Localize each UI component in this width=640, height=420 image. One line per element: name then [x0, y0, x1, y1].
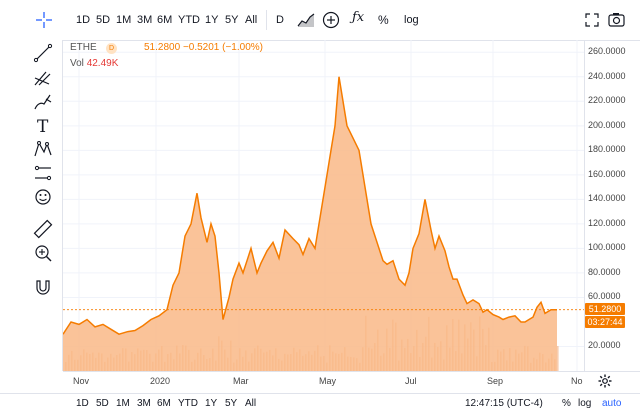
pitchfork-icon[interactable]: [32, 66, 54, 88]
x-tick-label: Jul: [405, 376, 417, 386]
interval-button[interactable]: D: [276, 14, 284, 26]
camera-icon[interactable]: [608, 12, 625, 27]
range-1y[interactable]: 1Y: [205, 14, 219, 26]
y-tick-label: 100.0000: [588, 242, 626, 253]
zoom-icon[interactable]: [32, 242, 54, 264]
bottom-range-5y[interactable]: 5Y: [225, 398, 238, 409]
pattern-icon[interactable]: [32, 138, 54, 160]
drawing-toolbar: T: [0, 40, 63, 371]
bottom-range-1m[interactable]: 1M: [116, 398, 130, 409]
x-tick-label: May: [319, 376, 337, 386]
magnet-icon[interactable]: [32, 276, 54, 298]
y-tick-label: 180.0000: [588, 144, 626, 155]
x-tick-label: Mar: [233, 376, 249, 386]
emoji-icon[interactable]: [32, 186, 54, 208]
bottom-range-1d[interactable]: 1D: [76, 398, 89, 409]
legend-volume-value: 42.49K: [86, 58, 119, 69]
range-ytd[interactable]: YTD: [178, 14, 200, 26]
brush-icon[interactable]: [32, 90, 54, 112]
bottom-range-5d[interactable]: 5D: [96, 398, 109, 409]
bars-style-icon[interactable]: [297, 12, 315, 28]
legend-volume-label: Vol: [70, 58, 84, 69]
y-tick-label: 140.0000: [588, 193, 626, 204]
range-all[interactable]: All: [245, 14, 258, 26]
fx-icon[interactable]: ƒx: [352, 10, 365, 25]
volume-bar: [557, 346, 559, 371]
bottom-range-all[interactable]: All: [245, 398, 257, 409]
x-tick-label: Nov: [73, 376, 90, 386]
toolbar-divider: [266, 10, 267, 30]
y-tick-label: 160.0000: [588, 168, 626, 179]
last-price-tag: 51.2800: [585, 303, 625, 315]
clock-timezone[interactable]: 12:47:15 (UTC-4): [465, 398, 543, 409]
top-toolbar: 1D 5D 1M 3M 6M YTD 1Y 5Y All D ƒx % log: [0, 0, 640, 41]
time-axis[interactable]: [63, 371, 640, 394]
range-6m[interactable]: 6M: [157, 14, 173, 26]
price-axis[interactable]: [584, 40, 640, 371]
bottom-range-3m[interactable]: 3M: [137, 398, 151, 409]
bottom-toolbar: [0, 393, 640, 420]
x-tick-label: No: [571, 376, 583, 386]
y-tick-label: 20.0000: [588, 340, 621, 351]
settings-gear-icon[interactable]: [598, 374, 612, 388]
bottom-range-6m[interactable]: 6M: [157, 398, 171, 409]
legend-interval-badge: D: [106, 43, 117, 54]
auto-scale-button[interactable]: auto: [602, 398, 622, 409]
trend-line-icon[interactable]: [32, 42, 54, 64]
svg-text:T: T: [37, 117, 49, 136]
range-3m[interactable]: 3M: [137, 14, 153, 26]
y-tick-label: 260.0000: [588, 46, 626, 57]
percent-toolbar-button[interactable]: %: [378, 13, 389, 27]
x-tick-label: 2020: [150, 376, 171, 386]
add-indicator-icon[interactable]: [322, 11, 340, 29]
range-1m[interactable]: 1M: [116, 14, 132, 26]
percent-scale-button[interactable]: %: [562, 398, 571, 409]
legend-volume: Vol 42.49K: [70, 58, 118, 69]
range-5y[interactable]: 5Y: [225, 14, 239, 26]
y-tick-label: 80.0000: [588, 266, 621, 277]
log-scale-button[interactable]: log: [578, 398, 592, 409]
range-5d[interactable]: 5D: [96, 14, 111, 26]
log-toolbar-button[interactable]: log: [404, 14, 419, 26]
y-tick-label: 200.0000: [588, 119, 626, 130]
fullscreen-icon[interactable]: [585, 13, 599, 27]
x-tick-label: Sep: [487, 376, 504, 386]
crosshair-icon[interactable]: [34, 10, 54, 30]
y-tick-label: 220.0000: [588, 95, 626, 106]
legend-price: 51.2800 −0.5201 (−1.00%): [144, 42, 263, 53]
price-line: [63, 76, 557, 336]
legend-price-value: 51.2800: [144, 42, 181, 53]
prediction-icon[interactable]: [32, 162, 54, 184]
bottom-range-1y[interactable]: 1Y: [205, 398, 218, 409]
price-chart[interactable]: [63, 40, 584, 371]
text-icon[interactable]: T: [32, 114, 54, 136]
legend-change-value: −0.5201 (−1.00%): [182, 42, 263, 53]
y-tick-label: 120.0000: [588, 217, 626, 228]
bottom-range-ytd[interactable]: YTD: [178, 398, 198, 409]
price-area: [63, 76, 557, 371]
countdown-tag: 03:27:44: [585, 316, 625, 328]
y-tick-label: 240.0000: [588, 70, 626, 81]
y-tick-label: 60.0000: [588, 291, 621, 302]
legend-symbol: ETHE: [70, 42, 97, 53]
range-1d[interactable]: 1D: [76, 14, 91, 26]
ruler-icon[interactable]: [32, 218, 54, 240]
